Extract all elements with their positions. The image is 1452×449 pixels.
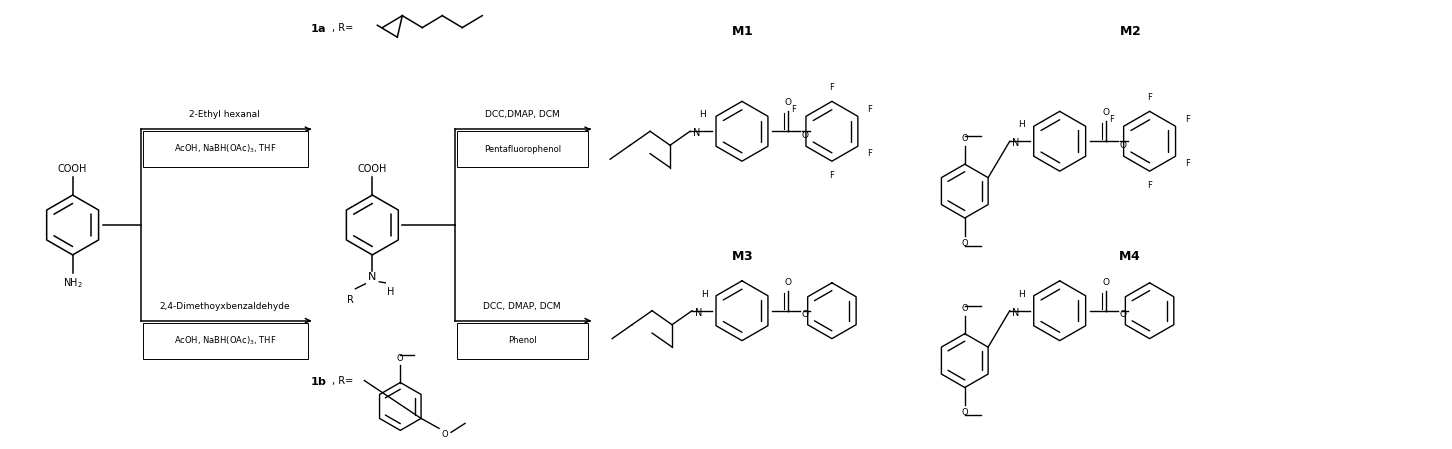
Text: F: F bbox=[867, 149, 873, 158]
Text: $\mathbf{1b}$: $\mathbf{1b}$ bbox=[311, 374, 328, 387]
Text: COOH: COOH bbox=[357, 164, 388, 174]
Text: O: O bbox=[961, 409, 968, 418]
Text: H: H bbox=[698, 110, 706, 119]
Text: $\mathbf{1a}$: $\mathbf{1a}$ bbox=[311, 22, 327, 34]
Text: $\mathbf{M1}$: $\mathbf{M1}$ bbox=[730, 25, 754, 38]
Text: H: H bbox=[701, 290, 707, 299]
Text: O: O bbox=[802, 131, 809, 140]
Text: O: O bbox=[396, 353, 402, 363]
Text: H: H bbox=[1018, 290, 1025, 299]
Text: AcOH, NaBH(OAc)$_3$, THF: AcOH, NaBH(OAc)$_3$, THF bbox=[174, 143, 277, 155]
Text: NH$_2$: NH$_2$ bbox=[62, 276, 83, 290]
FancyBboxPatch shape bbox=[142, 323, 308, 359]
Text: $\mathbf{M2}$: $\mathbf{M2}$ bbox=[1118, 25, 1141, 38]
Text: O: O bbox=[802, 310, 809, 319]
Text: O: O bbox=[1102, 108, 1109, 117]
Text: O: O bbox=[441, 430, 447, 440]
Text: O: O bbox=[784, 98, 791, 107]
Text: $\mathbf{M3}$: $\mathbf{M3}$ bbox=[730, 251, 754, 264]
Text: F: F bbox=[1109, 115, 1114, 124]
Text: COOH: COOH bbox=[58, 164, 87, 174]
Text: R: R bbox=[347, 295, 354, 305]
Text: 2-Ethyl hexanal: 2-Ethyl hexanal bbox=[189, 110, 260, 119]
Text: N: N bbox=[693, 128, 700, 138]
Text: F: F bbox=[1147, 93, 1151, 102]
Text: Pentafluorophenol: Pentafluorophenol bbox=[484, 145, 560, 154]
FancyBboxPatch shape bbox=[142, 131, 308, 167]
Text: F: F bbox=[829, 171, 835, 180]
Text: O: O bbox=[961, 134, 968, 143]
Text: N: N bbox=[1012, 308, 1019, 318]
Text: , R=: , R= bbox=[333, 375, 354, 386]
Text: O: O bbox=[1119, 310, 1127, 319]
Text: 2,4-Dimethoyxbenzaldehyde: 2,4-Dimethoyxbenzaldehyde bbox=[160, 302, 290, 311]
Text: N: N bbox=[694, 308, 701, 318]
FancyBboxPatch shape bbox=[457, 323, 588, 359]
Text: N: N bbox=[1012, 138, 1019, 148]
Text: F: F bbox=[829, 83, 835, 92]
Text: O: O bbox=[784, 278, 791, 287]
Text: DCC,DMAP, DCM: DCC,DMAP, DCM bbox=[485, 110, 559, 119]
Text: F: F bbox=[791, 105, 796, 114]
Text: F: F bbox=[867, 105, 873, 114]
FancyBboxPatch shape bbox=[457, 131, 588, 167]
Text: H: H bbox=[386, 287, 393, 297]
Text: N: N bbox=[369, 272, 376, 282]
Text: O: O bbox=[961, 239, 968, 248]
Text: F: F bbox=[1185, 158, 1191, 167]
Text: F: F bbox=[1185, 115, 1191, 124]
Text: Phenol: Phenol bbox=[508, 336, 536, 345]
Text: DCC, DMAP, DCM: DCC, DMAP, DCM bbox=[484, 302, 560, 311]
Text: AcOH, NaBH(OAc)$_3$, THF: AcOH, NaBH(OAc)$_3$, THF bbox=[174, 335, 277, 347]
Text: O: O bbox=[1102, 278, 1109, 287]
Text: $\mathbf{M4}$: $\mathbf{M4}$ bbox=[1118, 251, 1141, 264]
Text: F: F bbox=[1147, 180, 1151, 189]
Text: O: O bbox=[961, 304, 968, 313]
Text: , R=: , R= bbox=[333, 22, 354, 33]
Text: H: H bbox=[1018, 120, 1025, 129]
Text: O: O bbox=[1119, 141, 1127, 150]
